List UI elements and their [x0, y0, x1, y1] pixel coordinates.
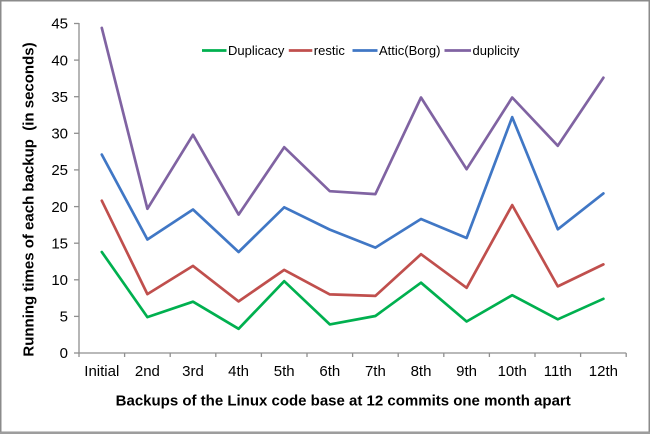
svg-text:20: 20	[51, 199, 68, 216]
svg-text:7th: 7th	[365, 363, 386, 380]
svg-text:10th: 10th	[498, 363, 527, 380]
svg-text:30: 30	[51, 126, 68, 143]
svg-text:Duplicacy: Duplicacy	[228, 43, 285, 58]
svg-text:4th: 4th	[228, 363, 249, 380]
svg-text:15: 15	[51, 235, 68, 252]
svg-text:2nd: 2nd	[135, 363, 160, 380]
svg-text:Initial: Initial	[84, 363, 119, 380]
svg-text:Backups of the Linux code base: Backups of the Linux code base at 12 com…	[116, 393, 571, 410]
svg-text:3rd: 3rd	[182, 363, 204, 380]
svg-text:35: 35	[51, 89, 68, 106]
svg-text:9th: 9th	[456, 363, 477, 380]
svg-text:45: 45	[51, 16, 68, 33]
svg-text:Attic(Borg): Attic(Borg)	[379, 43, 440, 58]
svg-text:10: 10	[51, 272, 68, 289]
svg-text:Running times of each backup: Running times of each backup (in seconds…	[21, 42, 38, 356]
svg-text:5th: 5th	[274, 363, 295, 380]
svg-text:duplicity: duplicity	[473, 43, 520, 58]
svg-text:6th: 6th	[319, 363, 340, 380]
svg-text:8th: 8th	[411, 363, 432, 380]
svg-text:5: 5	[60, 309, 68, 326]
svg-text:25: 25	[51, 162, 68, 179]
svg-text:0: 0	[60, 345, 68, 362]
svg-text:12th: 12th	[589, 363, 618, 380]
svg-text:11th: 11th	[544, 363, 572, 380]
svg-text:40: 40	[51, 52, 68, 69]
svg-text:restic: restic	[314, 43, 346, 58]
